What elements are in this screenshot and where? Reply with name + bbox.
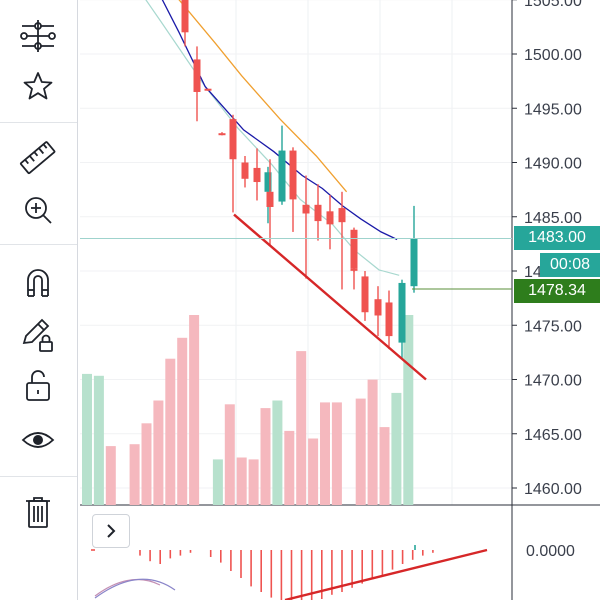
magnifier-plus-icon	[25, 197, 52, 224]
volume-bar	[367, 379, 378, 505]
lock-all-button[interactable]	[12, 364, 64, 408]
candle-body	[350, 229, 358, 269]
crosshair-price-value: 1478.34	[528, 282, 586, 299]
volume-bar	[308, 438, 319, 505]
remove-drawings-button[interactable]	[12, 490, 64, 534]
measure-button[interactable]	[12, 136, 64, 180]
price-axis-label: 1485.00	[524, 210, 582, 227]
candle-body	[278, 150, 286, 202]
countdown-value: 00:08	[549, 256, 591, 273]
candle-body	[374, 299, 382, 316]
support-trendline	[233, 213, 427, 381]
zoom-in-button[interactable]	[12, 188, 64, 232]
chevron-right-icon	[107, 524, 116, 538]
ruler-icon	[19, 141, 56, 175]
last-price-badge: 1483.00	[514, 226, 600, 250]
crosshair-price-badge: 1478.34	[514, 279, 600, 303]
candle-body	[266, 191, 274, 207]
volume-bar	[391, 392, 402, 505]
candle-body	[193, 59, 201, 92]
volume-bar	[82, 373, 92, 505]
candle-body	[218, 133, 226, 136]
candle-body	[204, 88, 212, 91]
eye-icon	[21, 432, 55, 448]
candle-body	[338, 208, 346, 223]
candle-body	[385, 302, 393, 337]
sliders-icon	[20, 20, 56, 52]
last-price-value: 1483.00	[528, 229, 586, 246]
volume-bar	[355, 398, 366, 505]
volume-bar	[165, 358, 176, 505]
volume-bar	[403, 315, 414, 505]
oscillator-signal-line	[94, 578, 161, 597]
oscillator-macd-line	[94, 578, 176, 599]
drawing-toolbar	[0, 0, 78, 600]
oscillator-trendline	[284, 548, 488, 600]
candle-body	[314, 204, 322, 222]
ma-fast-line	[161, 0, 398, 241]
pencil-lock-icon	[22, 318, 53, 352]
volume-bar	[129, 444, 140, 505]
volume-bar	[331, 402, 342, 505]
collapse-pane-button[interactable]	[92, 514, 130, 548]
candle-body	[398, 282, 406, 343]
last-price-badge-bg	[514, 226, 600, 250]
unlock-icon	[26, 370, 50, 401]
favorites-button[interactable]	[12, 64, 64, 108]
volume-bar	[105, 446, 116, 505]
price-axis-label: 1505.00	[524, 0, 582, 10]
volume-bar	[260, 408, 271, 505]
show-hide-button[interactable]	[12, 418, 64, 462]
countdown-badge: 00:08	[540, 253, 600, 277]
lock-drawings-button[interactable]	[12, 312, 64, 356]
candle-body	[326, 211, 334, 225]
candle-body	[289, 150, 297, 200]
volume-bar	[296, 351, 307, 505]
candle-body	[229, 119, 237, 160]
ma-light-line	[145, 0, 400, 276]
volume-bar	[320, 402, 330, 505]
price-axis-label: 1475.00	[524, 318, 582, 335]
price-axis-label: 1460.00	[524, 481, 582, 498]
price-axis-label: 1495.00	[524, 101, 582, 118]
oscillator-axis-label: 0.0000	[526, 543, 575, 560]
candle-body	[241, 162, 249, 179]
magnet-button[interactable]	[12, 260, 64, 304]
candle-body	[181, 0, 189, 33]
countdown-badge-bg	[540, 253, 600, 277]
candle-body	[302, 204, 310, 214]
volume-bar	[177, 337, 188, 505]
indicators-button[interactable]	[12, 14, 64, 58]
candle-body	[253, 167, 261, 183]
toolbar-divider	[0, 244, 77, 245]
crosshair-price-badge-bg	[514, 279, 600, 303]
toolbar-divider	[0, 122, 77, 123]
volume-bar	[248, 459, 259, 505]
volume-bar	[284, 430, 295, 505]
candle-body	[410, 238, 418, 287]
toolbar-divider	[0, 476, 77, 477]
candle-body	[361, 276, 369, 313]
volume-bar	[236, 457, 247, 505]
volume-bar	[141, 423, 152, 505]
price-axis-label: 1500.00	[524, 47, 582, 64]
ma-slow-line	[178, 0, 348, 193]
volume-bar	[224, 404, 235, 505]
candle-body	[264, 172, 272, 192]
volume-bar	[189, 315, 200, 505]
price-axis-label: 1490.00	[524, 156, 582, 173]
volume-bar	[153, 400, 164, 505]
price-axis-label: 1470.00	[524, 373, 582, 390]
volume-bar	[272, 400, 283, 505]
magnet-icon	[27, 269, 49, 297]
volume-bar	[212, 459, 223, 505]
volume-bar	[93, 375, 104, 505]
candle-body	[350, 268, 358, 271]
volume-bar	[379, 427, 390, 505]
trash-icon	[26, 497, 50, 528]
star-icon	[23, 72, 53, 100]
price-axis-label: 1465.00	[524, 427, 582, 444]
